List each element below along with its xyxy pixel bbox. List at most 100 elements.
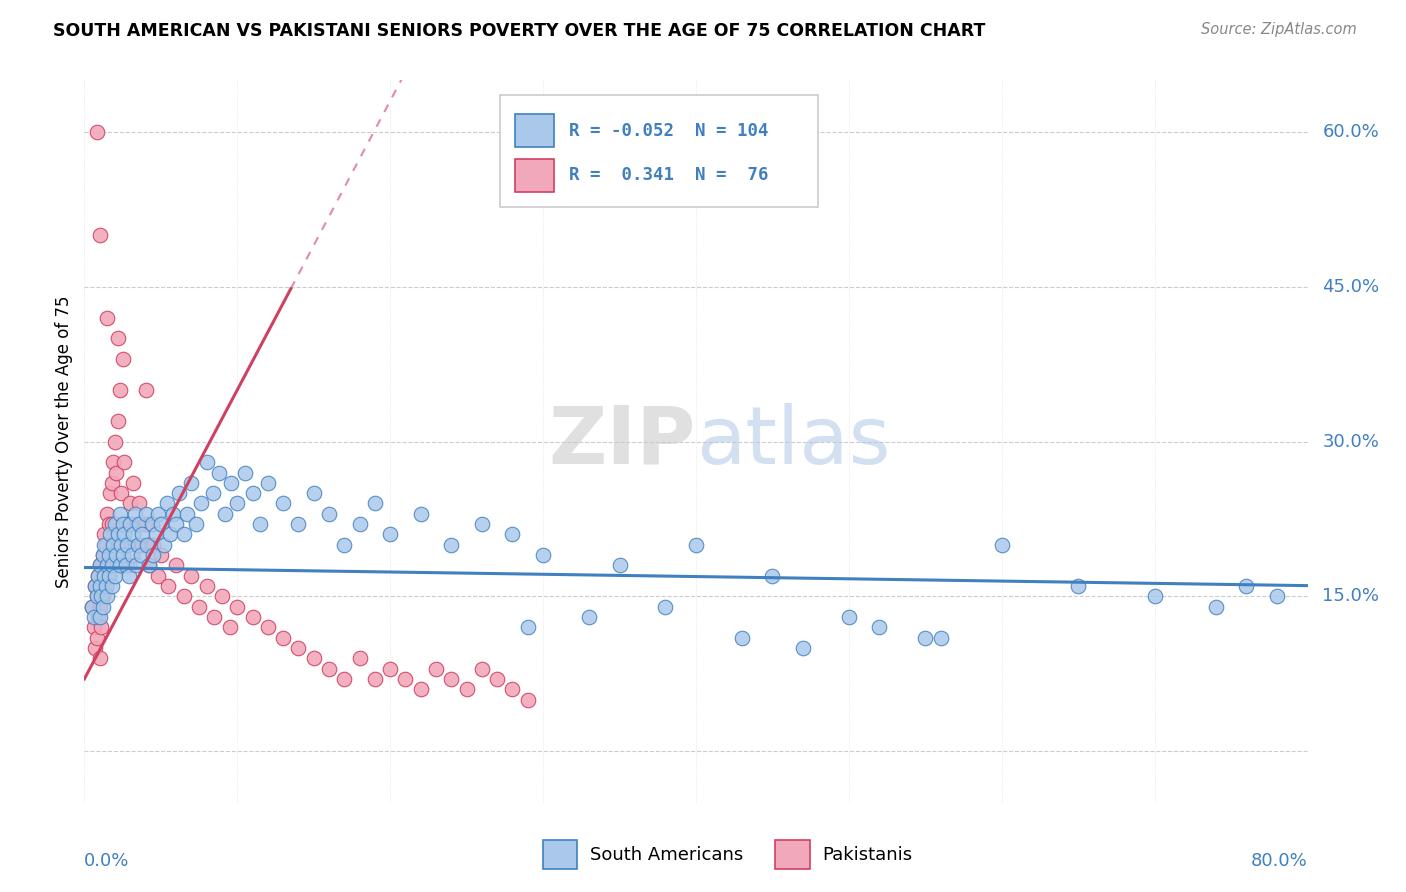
Point	[471, 517, 494, 532]
Point	[176, 507, 198, 521]
Point	[97, 548, 120, 562]
Point	[96, 310, 118, 325]
Point	[120, 517, 142, 532]
Point	[1265, 590, 1288, 604]
Point	[190, 496, 212, 510]
Point	[94, 538, 117, 552]
Point	[101, 475, 124, 490]
Point	[991, 538, 1014, 552]
Point	[104, 568, 127, 582]
Point	[1143, 590, 1166, 604]
Point	[80, 599, 103, 614]
Point	[214, 507, 236, 521]
Point	[201, 486, 224, 500]
Point	[333, 672, 356, 686]
Point	[578, 610, 600, 624]
Point	[114, 517, 136, 532]
Bar	[515, 114, 554, 147]
Point	[90, 620, 112, 634]
Point	[89, 610, 111, 624]
Point	[218, 620, 240, 634]
Point	[129, 548, 152, 562]
Point	[110, 486, 132, 500]
Point	[96, 590, 118, 604]
Point	[80, 599, 103, 614]
Point	[242, 486, 264, 500]
Point	[609, 558, 631, 573]
Point	[107, 527, 129, 541]
Point	[257, 620, 280, 634]
Point	[115, 538, 138, 552]
Point	[108, 383, 131, 397]
Point	[257, 475, 280, 490]
Point	[112, 455, 135, 469]
Point	[142, 538, 165, 552]
Point	[486, 672, 509, 686]
Point	[211, 590, 233, 604]
Point	[90, 590, 112, 604]
Point	[89, 558, 111, 573]
Point	[242, 610, 264, 624]
Text: 80.0%: 80.0%	[1251, 853, 1308, 871]
Point	[93, 568, 115, 582]
FancyBboxPatch shape	[501, 95, 818, 207]
Bar	[776, 840, 810, 870]
Point	[83, 610, 105, 624]
Point	[149, 548, 172, 562]
Point	[97, 517, 120, 532]
Point	[128, 496, 150, 510]
Point	[1067, 579, 1090, 593]
Point	[120, 496, 142, 510]
Point	[516, 692, 538, 706]
Point	[162, 507, 184, 521]
Text: 15.0%: 15.0%	[1322, 587, 1379, 606]
Point	[93, 538, 115, 552]
Point	[108, 507, 131, 521]
Point	[131, 527, 153, 541]
Point	[125, 517, 148, 532]
Point	[380, 662, 402, 676]
Point	[111, 548, 134, 562]
Point	[146, 507, 169, 521]
Point	[86, 125, 108, 139]
Point	[146, 568, 169, 582]
Point	[333, 538, 356, 552]
Point	[425, 662, 447, 676]
Point	[792, 640, 814, 655]
Point	[145, 527, 167, 541]
Point	[149, 517, 172, 532]
Point	[531, 548, 554, 562]
Point	[127, 538, 149, 552]
Bar	[543, 840, 578, 870]
Point	[122, 475, 145, 490]
Point	[364, 672, 387, 686]
Point	[471, 662, 494, 676]
Point	[89, 558, 111, 573]
Point	[208, 466, 231, 480]
Point	[173, 527, 195, 541]
Point	[456, 682, 478, 697]
Point	[118, 568, 141, 582]
Point	[97, 568, 120, 582]
Point	[731, 631, 754, 645]
Point	[502, 527, 524, 541]
Point	[104, 517, 127, 532]
Point	[226, 496, 249, 510]
Point	[96, 558, 118, 573]
Point	[101, 517, 124, 532]
Point	[91, 599, 114, 614]
Point	[101, 558, 124, 573]
Point	[91, 590, 114, 604]
Point	[89, 599, 111, 614]
Text: 0.0%: 0.0%	[84, 853, 129, 871]
Point	[914, 631, 936, 645]
Point	[94, 579, 117, 593]
Point	[96, 507, 118, 521]
Point	[125, 558, 148, 573]
Point	[180, 475, 202, 490]
Point	[90, 579, 112, 593]
Point	[1236, 579, 1258, 593]
Point	[91, 548, 114, 562]
Point	[84, 579, 107, 593]
Point	[103, 538, 125, 552]
